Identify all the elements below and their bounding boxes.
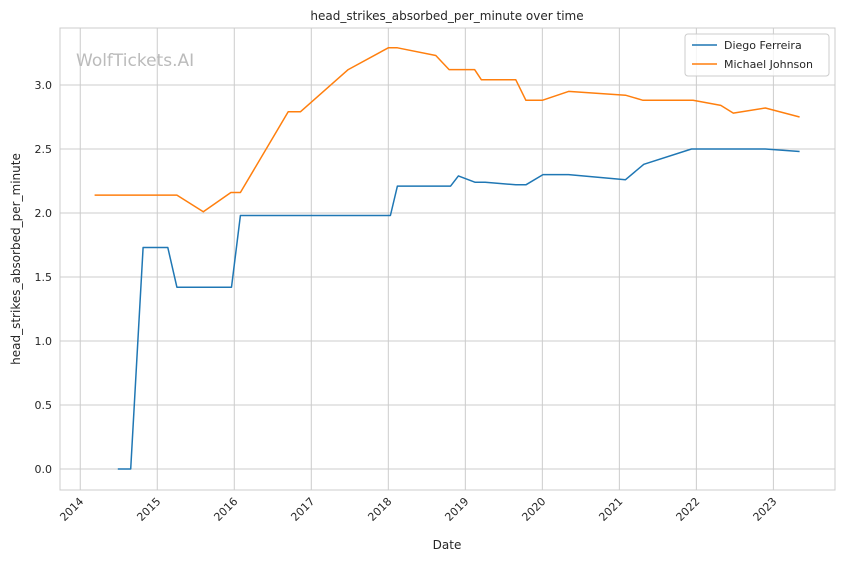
y-tick-label: 0.5 — [35, 399, 53, 412]
x-tick-label: 2019 — [442, 495, 471, 524]
legend: Diego Ferreira Michael Johnson — [684, 33, 830, 77]
series-line-michael-johnson — [94, 47, 800, 213]
series-line-diego-ferreira — [117, 148, 800, 470]
chart-title: head_strikes_absorbed_per_minute over ti… — [310, 9, 583, 23]
x-tick-label: 2022 — [674, 495, 703, 524]
legend-label: Michael Johnson — [724, 58, 813, 71]
y-tick-label: 1.5 — [35, 271, 53, 284]
y-tick-label: 2.5 — [35, 143, 53, 156]
y-tick-label: 2.0 — [35, 207, 53, 220]
x-axis-label: Date — [433, 538, 462, 552]
x-tick-label: 2018 — [365, 495, 394, 524]
x-tick-label: 2016 — [211, 495, 240, 524]
y-tick-label: 1.0 — [35, 335, 53, 348]
y-axis-label: head_strikes_absorbed_per_minute — [9, 153, 23, 365]
watermark: WolfTickets.AI — [76, 51, 194, 71]
x-tick-label: 2020 — [519, 495, 548, 524]
x-tick-label: 2023 — [751, 495, 780, 524]
y-tick-label: 0.0 — [35, 463, 53, 476]
legend-label: Diego Ferreira — [724, 39, 802, 52]
x-tick-label: 2014 — [57, 495, 86, 524]
y-tick-label: 3.0 — [35, 79, 53, 92]
x-tick-label: 2015 — [134, 495, 163, 524]
x-tick-label: 2017 — [288, 495, 317, 524]
x-tick-label: 2021 — [596, 495, 625, 524]
legend-box — [684, 33, 830, 77]
plot-frame — [59, 27, 836, 491]
